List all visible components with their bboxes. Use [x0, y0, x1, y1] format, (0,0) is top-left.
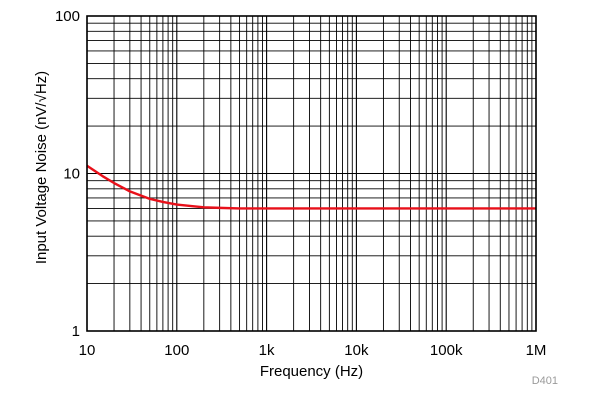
x-tick-label: 1k	[259, 342, 275, 359]
series-layer	[86, 164, 536, 210]
y-tick-labels: 1 10 100	[55, 8, 80, 340]
noise-curve	[86, 164, 536, 210]
x-tick-label: 10	[79, 342, 96, 359]
y-tick-label: 10	[63, 166, 80, 183]
x-tick-label: 100	[164, 342, 189, 359]
x-axis-title: Frequency (Hz)	[260, 363, 363, 380]
x-tick-label: 10k	[344, 342, 369, 359]
x-tick-label: 1M	[526, 342, 547, 359]
figure-id-annotation: D401	[532, 375, 558, 387]
plot-frame	[86, 15, 537, 332]
y-axis-title: Input Voltage Noise (nV/√Hz)	[33, 71, 50, 264]
x-tick-label: 100k	[430, 342, 463, 359]
y-tick-label: 1	[72, 323, 80, 340]
y-tick-label: 100	[55, 8, 80, 25]
x-tick-labels: 10 100 1k 10k 100k 1M	[79, 342, 547, 359]
